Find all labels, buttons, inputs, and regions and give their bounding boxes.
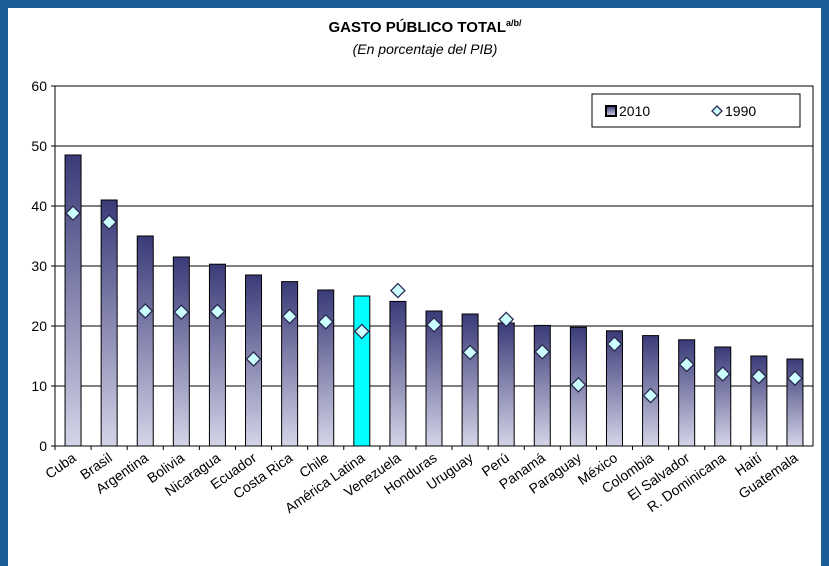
- marker: [173, 304, 190, 321]
- bar: [605, 330, 623, 447]
- y-tick-label: 30: [31, 258, 47, 274]
- marker: [426, 316, 442, 333]
- marker: [714, 366, 731, 382]
- legend-label: 1990: [725, 103, 756, 119]
- bar: [317, 289, 335, 447]
- marker: [65, 205, 81, 222]
- y-tick-label: 50: [31, 138, 47, 154]
- marker: [137, 303, 154, 319]
- bar: [64, 154, 82, 447]
- y-tick-label: 10: [31, 378, 47, 394]
- title-text: GASTO PÚBLICO TOTAL: [328, 18, 506, 36]
- marker: [317, 313, 334, 330]
- legend-label: 2010: [619, 103, 650, 119]
- marker: [209, 303, 226, 320]
- marker: [389, 282, 406, 299]
- marker: [750, 368, 767, 385]
- bar: [172, 256, 190, 447]
- marker: [462, 344, 479, 361]
- bar: [100, 199, 118, 447]
- marker: [787, 370, 803, 387]
- legend-swatch: [605, 105, 617, 117]
- y-tick-label: 60: [31, 78, 47, 94]
- bar: [353, 295, 371, 447]
- marker: [570, 376, 587, 393]
- marker: [353, 323, 370, 340]
- bar: [389, 300, 407, 447]
- marker: [534, 343, 551, 360]
- bar: [678, 339, 696, 447]
- bar: [208, 263, 226, 447]
- bar: [136, 235, 154, 447]
- marker: [498, 311, 515, 328]
- bar: [714, 346, 732, 447]
- y-tick-label: 20: [31, 318, 47, 334]
- chart-title: GASTO PÚBLICO TOTALa/b/: [328, 18, 522, 36]
- bar: [281, 281, 299, 447]
- marker: [642, 387, 659, 404]
- marker: [281, 308, 298, 325]
- y-tick-label: 40: [31, 198, 47, 214]
- title-note: a/b/: [506, 18, 522, 28]
- legend-swatch: [711, 105, 723, 117]
- marker: [678, 356, 695, 373]
- bar: [497, 322, 515, 447]
- marker: [606, 336, 623, 352]
- marker: [101, 214, 118, 231]
- bar: [461, 313, 479, 447]
- marker: [245, 351, 262, 367]
- bar: [425, 310, 443, 447]
- y-tick-label: 0: [39, 438, 47, 454]
- legend-box: [591, 93, 801, 128]
- bar: [533, 324, 551, 447]
- chart-subtitle: (En porcentaje del PIB): [353, 41, 498, 57]
